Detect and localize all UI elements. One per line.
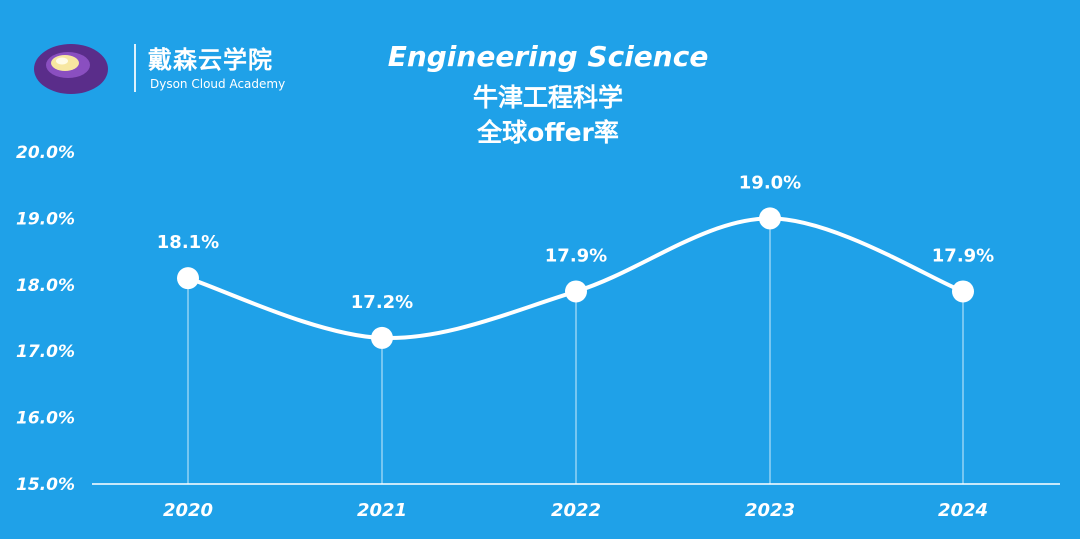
y-tick-label: 19.0% — [16, 209, 75, 229]
x-tick-label: 2023 — [745, 500, 795, 521]
data-label: 17.9% — [932, 245, 994, 266]
data-labels: 18.1% 17.2% 17.9% 19.0% 17.9% — [157, 172, 994, 313]
data-point — [759, 207, 781, 230]
logo: 戴森云学院 Dyson Cloud Academy — [32, 40, 286, 96]
data-points — [177, 207, 974, 349]
y-tick-label: 17.0% — [16, 342, 75, 362]
logo-name-en: Dyson Cloud Academy — [150, 77, 286, 91]
data-label: 17.2% — [351, 292, 413, 313]
data-point — [565, 280, 587, 303]
chart-title-en: Engineering Science — [387, 40, 709, 73]
logo-name-cn: 戴森云学院 — [148, 46, 273, 74]
y-axis-labels: 15.0% 16.0% 17.0% 18.0% 19.0% 20.0% — [16, 143, 75, 495]
logo-divider — [134, 44, 136, 92]
chart-subtitle: 全球offer率 — [477, 118, 619, 147]
y-tick-label: 20.0% — [16, 143, 75, 163]
x-axis-labels: 2020 2021 2022 2023 2024 — [163, 500, 988, 521]
y-tick-label: 18.0% — [16, 276, 75, 296]
y-tick-label: 16.0% — [16, 409, 75, 429]
data-point — [952, 280, 974, 303]
data-label: 19.0% — [739, 172, 801, 193]
x-tick-label: 2022 — [551, 500, 601, 521]
data-point — [371, 326, 393, 349]
drop-lines — [187, 218, 964, 484]
y-tick-label: 15.0% — [16, 475, 75, 495]
x-tick-label: 2021 — [357, 500, 407, 521]
logo-icon — [34, 44, 108, 94]
data-label: 17.9% — [545, 245, 607, 266]
data-label: 18.1% — [157, 232, 219, 253]
data-point — [177, 267, 199, 290]
chart-title-cn: 牛津工程科学 — [472, 83, 624, 112]
x-tick-label: 2020 — [163, 500, 213, 521]
x-tick-label: 2024 — [938, 500, 988, 521]
